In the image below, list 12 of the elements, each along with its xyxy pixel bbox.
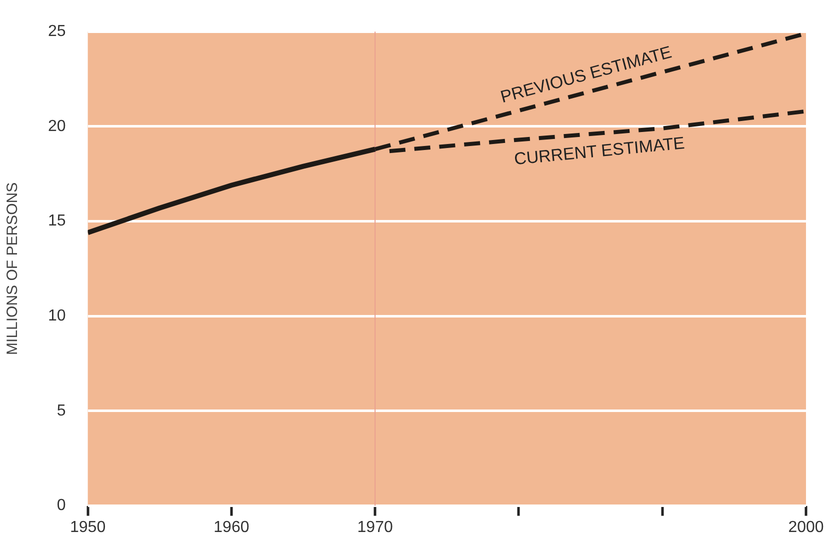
x-tick-label: 1970: [357, 518, 393, 536]
y-tick-label: 15: [48, 212, 66, 230]
y-tick-label: 20: [48, 118, 66, 135]
x-tick-label: 1950: [70, 518, 106, 536]
y-tick-label: 10: [48, 308, 66, 325]
y-tick-label: 5: [56, 402, 66, 420]
y-tick-label: 25: [48, 23, 66, 40]
text: CURRENT ESTIMATE: [513, 133, 686, 169]
y-axis-title: MILLIONS OF PERSONS: [4, 182, 22, 355]
x-tick-label: 1960: [214, 518, 250, 536]
y-tick-label: 0: [56, 497, 66, 514]
x-tick-label: 2000: [788, 518, 824, 536]
